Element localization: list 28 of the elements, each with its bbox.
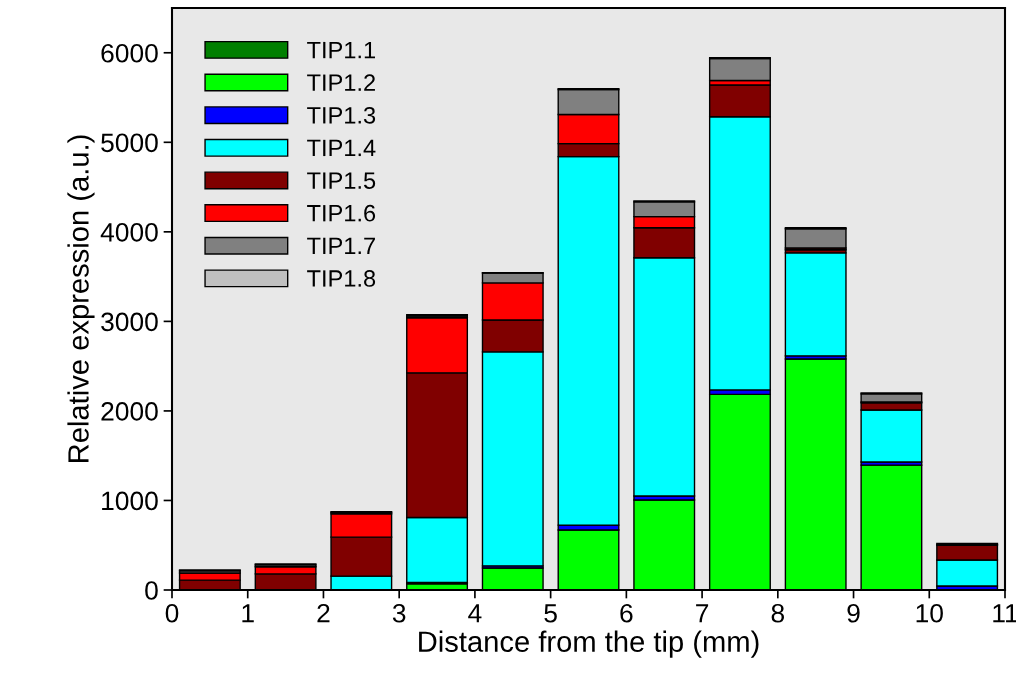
y-tick-label: 3000 xyxy=(101,312,158,332)
legend-label: TIP1.2 xyxy=(307,74,375,91)
x-tick-label: 4 xyxy=(468,604,482,623)
y-tick-label: 2000 xyxy=(101,402,158,421)
x-tick-label: 10 xyxy=(916,603,943,623)
x-tick-label: 3 xyxy=(392,603,406,623)
y-axis-title: Relative expression (a.u.) xyxy=(67,135,95,462)
x-tick-label: 2 xyxy=(317,603,330,623)
y-tick-label: 0 xyxy=(145,581,158,600)
legend-label: TIP1.8 xyxy=(307,270,376,287)
x-tick-label: 5 xyxy=(544,604,557,623)
y-tick-label: 1000 xyxy=(102,491,158,511)
legend-label: TIP1.7 xyxy=(307,237,375,254)
legend-label: TIP1.5 xyxy=(307,172,376,189)
x-tick-label: 6 xyxy=(620,603,633,623)
x-tick-label: 0 xyxy=(165,603,179,623)
x-tick-label: 7 xyxy=(696,604,709,623)
legend-label: TIP1.1 xyxy=(307,41,375,59)
x-tick-label: 8 xyxy=(771,603,785,623)
y-tick-label: 4000 xyxy=(100,222,158,242)
y-tick-label: 5000 xyxy=(101,133,158,153)
legend-label: TIP1.3 xyxy=(307,106,376,124)
x-axis-title: Distance from the tip (mm) xyxy=(419,630,759,658)
legend-label: TIP1.4 xyxy=(307,139,376,157)
x-tick-label: 1 xyxy=(242,604,254,623)
legend-label: TIP1.6 xyxy=(307,204,376,222)
x-tick-label: 9 xyxy=(847,603,860,623)
y-tick-label: 6000 xyxy=(101,43,158,63)
